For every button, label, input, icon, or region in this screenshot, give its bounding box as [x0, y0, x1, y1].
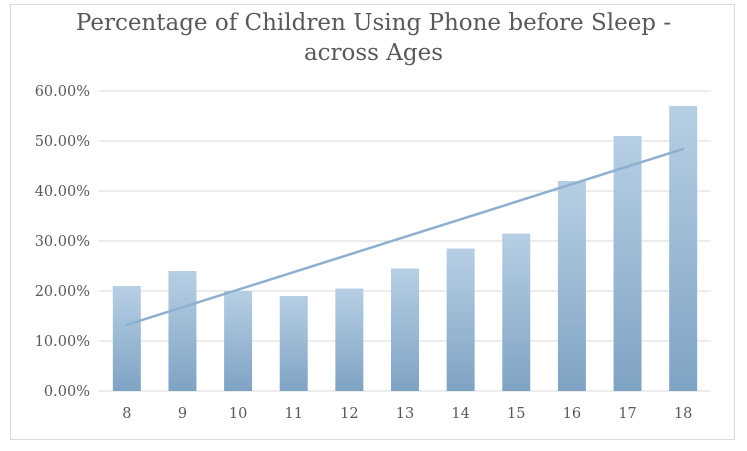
x-tick-label: 17 [618, 406, 636, 422]
x-tick-label: 10 [229, 406, 247, 422]
bar [669, 106, 698, 391]
bar [168, 271, 197, 391]
chart-title-line-2: across Ages [303, 40, 444, 66]
chart-title-line-1: Percentage of Children Using Phone befor… [75, 10, 672, 36]
x-tick-label: 9 [178, 406, 187, 422]
y-tick-label: 10.00% [35, 334, 90, 350]
bar [279, 296, 308, 391]
bar [335, 288, 364, 391]
bar [112, 286, 141, 391]
bars [112, 106, 698, 391]
y-tick-label: 20.00% [35, 284, 90, 300]
chart-title: Percentage of Children Using Phone befor… [0, 8, 747, 68]
y-tick-label: 40.00% [35, 184, 90, 200]
trendline [125, 147, 685, 327]
trendline-group [125, 147, 685, 327]
x-axis-ticks: 8 9 10 11 12 13 14 15 16 17 18 [122, 406, 692, 422]
bar [446, 248, 475, 391]
x-tick-label: 18 [674, 406, 692, 422]
x-tick-label: 15 [507, 406, 525, 422]
bar [557, 181, 586, 391]
bar [224, 291, 253, 391]
bar [502, 233, 531, 391]
x-tick-label: 16 [563, 406, 581, 422]
bar [613, 136, 642, 391]
y-tick-label: 50.00% [35, 134, 90, 150]
y-tick-label: 0.00% [44, 384, 90, 400]
x-tick-label: 11 [285, 406, 303, 422]
y-axis-ticks: 0.00% 10.00% 20.00% 30.00% 40.00% 50.00% 60.00… [35, 84, 90, 400]
x-tick-label: 8 [122, 406, 131, 422]
x-tick-label: 13 [396, 406, 414, 422]
x-tick-label: 14 [451, 406, 469, 422]
y-tick-label: 60.00% [35, 84, 90, 100]
bar [391, 268, 419, 391]
y-tick-label: 30.00% [35, 234, 90, 250]
x-tick-label: 12 [340, 406, 358, 422]
